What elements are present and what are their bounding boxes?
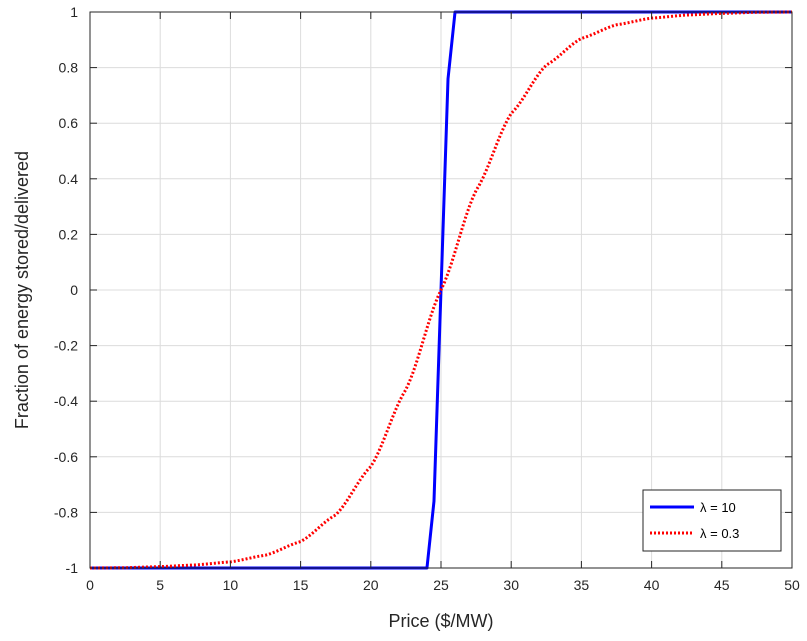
y-tick-label: 0.2 <box>59 226 79 242</box>
y-tick-label: 0.6 <box>59 115 79 131</box>
x-tick-label: 10 <box>223 577 239 593</box>
y-tick-label: 1 <box>70 4 78 20</box>
ticks <box>89 11 793 569</box>
x-tick-label: 0 <box>86 577 94 593</box>
y-tick-label: -0.4 <box>54 393 78 409</box>
x-tick-label: 25 <box>433 577 449 593</box>
y-tick-label: 0.4 <box>59 171 79 187</box>
x-axis-label: Price ($/MW) <box>389 611 494 631</box>
y-axis-label: Fraction of energy stored/delivered <box>12 151 32 429</box>
y-tick-label: -0.8 <box>54 504 78 520</box>
series-line-1 <box>89 10 793 570</box>
legend-label-lambda-10: λ = 10 <box>700 500 736 515</box>
x-tick-label: 20 <box>363 577 379 593</box>
y-tick-label: -0.6 <box>54 449 78 465</box>
y-tick-label: 0.8 <box>59 60 79 76</box>
x-tick-label: 35 <box>574 577 590 593</box>
tick-labels: 0 5 10 15 20 25 30 35 40 45 50 -1 -0.8 -0.6 -0.4 -0.2 0 0… <box>54 4 800 593</box>
x-tick-label: 5 <box>156 577 164 593</box>
legend: λ = 10 λ = 0.3 <box>642 489 782 552</box>
x-tick-label: 30 <box>503 577 519 593</box>
x-tick-label: 50 <box>784 577 800 593</box>
y-tick-label: 0 <box>70 282 78 298</box>
legend-box <box>642 489 782 552</box>
x-tick-label: 40 <box>644 577 660 593</box>
x-tick-label: 45 <box>714 577 730 593</box>
y-tick-label: -1 <box>66 560 79 576</box>
y-tick-label: -0.2 <box>54 338 78 354</box>
x-tick-label: 15 <box>293 577 309 593</box>
legend-label-lambda-0-3: λ = 0.3 <box>700 526 739 541</box>
